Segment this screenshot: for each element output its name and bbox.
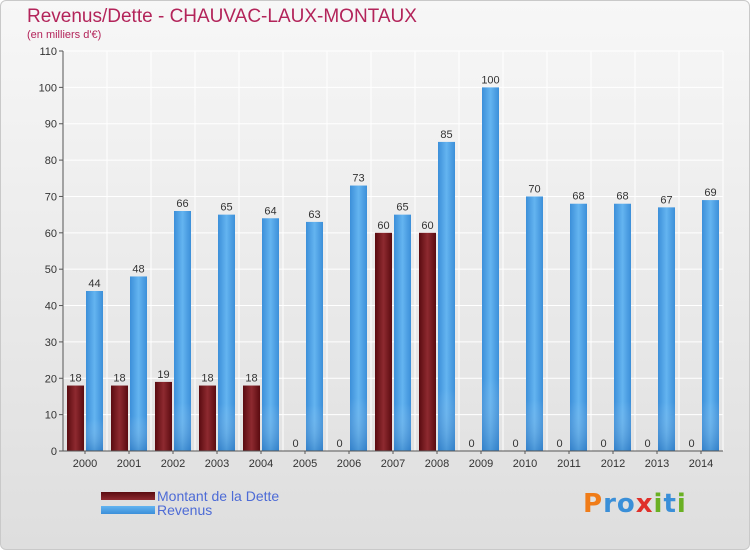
- y-tick-label: 70: [45, 191, 57, 203]
- data-label-dette: 0: [688, 438, 694, 450]
- bar-revenus-shade: [526, 196, 543, 451]
- data-label-dette: 0: [512, 438, 518, 450]
- data-label-revenus: 100: [481, 74, 499, 86]
- proxiti-logo: Proxiti: [583, 489, 687, 519]
- bar-dette: [419, 232, 436, 451]
- x-tick-label: 2004: [249, 458, 273, 470]
- logo-letter: P: [583, 489, 604, 519]
- data-label-dette: 18: [245, 373, 257, 385]
- y-tick-label: 10: [45, 410, 57, 422]
- bar-revenus-shade: [350, 185, 367, 451]
- x-tick-label: 2012: [601, 458, 625, 470]
- logo-letter: i: [676, 489, 687, 519]
- bar-dette: [243, 385, 260, 451]
- data-label-revenus: 68: [616, 191, 628, 203]
- logo-letter: i: [653, 489, 664, 519]
- data-label-dette: 0: [292, 438, 298, 450]
- chart-title: Revenus/Dette - CHAUVAC-LAUX-MONTAUX: [27, 6, 417, 27]
- bar-revenus-shade: [570, 203, 587, 451]
- bar-dette: [199, 385, 216, 451]
- y-tick-label: 40: [45, 301, 57, 313]
- data-label-revenus: 48: [132, 263, 144, 275]
- bar-revenus-shade: [438, 141, 455, 451]
- data-label-revenus: 66: [176, 198, 188, 210]
- data-label-dette: 0: [468, 438, 474, 450]
- data-label-dette: 0: [336, 438, 342, 450]
- chart-subtitle: (en milliers d'€): [27, 29, 102, 41]
- x-tick-label: 2007: [381, 458, 405, 470]
- legend-label-dette: Montant de la Dette: [157, 488, 280, 504]
- legend-label-revenus: Revenus: [157, 502, 213, 518]
- bar-revenus-shade: [614, 203, 631, 451]
- data-label-dette: 18: [201, 373, 213, 385]
- bar-revenus-shade: [130, 276, 147, 451]
- data-label-revenus: 69: [704, 187, 716, 199]
- bar-dette: [375, 232, 392, 451]
- data-label-dette: 18: [69, 373, 81, 385]
- x-tick-label: 2010: [513, 458, 537, 470]
- data-label-revenus: 67: [660, 194, 672, 206]
- bar-revenus-shade: [394, 214, 411, 451]
- bar-revenus-shade: [174, 211, 191, 451]
- bar-dette: [155, 381, 172, 451]
- y-tick-label: 100: [39, 82, 57, 94]
- data-label-dette: 60: [421, 220, 433, 232]
- y-tick-label: 50: [45, 264, 57, 276]
- x-tick-label: 2009: [469, 458, 493, 470]
- data-label-revenus: 65: [396, 202, 408, 214]
- data-label-dette: 0: [644, 438, 650, 450]
- y-tick-label: 20: [45, 373, 57, 385]
- x-tick-label: 2001: [117, 458, 141, 470]
- logo-letter: r: [603, 489, 617, 519]
- data-label-dette: 0: [556, 438, 562, 450]
- data-label-revenus: 68: [572, 191, 584, 203]
- bar-revenus-shade: [306, 221, 323, 451]
- y-tick-label: 30: [45, 337, 57, 349]
- data-label-dette: 19: [157, 369, 169, 381]
- y-tick-label: 80: [45, 155, 57, 167]
- data-label-revenus: 63: [308, 209, 320, 221]
- bar-dette: [67, 385, 84, 451]
- logo-letter: t: [663, 489, 677, 519]
- x-tick-label: 2005: [293, 458, 317, 470]
- data-label-dette: 0: [600, 438, 606, 450]
- x-tick-label: 2006: [337, 458, 361, 470]
- x-tick-label: 2002: [161, 458, 185, 470]
- bar-revenus-shade: [482, 87, 499, 451]
- y-tick-label: 0: [51, 446, 57, 458]
- logo-letter: x: [635, 489, 654, 519]
- bar-revenus-shade: [218, 214, 235, 451]
- bar-revenus-shade: [262, 218, 279, 451]
- bar-dette: [111, 385, 128, 451]
- data-label-dette: 60: [377, 220, 389, 232]
- data-label-dette: 18: [113, 373, 125, 385]
- bar-revenus-shade: [658, 207, 675, 451]
- y-tick-label: 110: [39, 46, 57, 58]
- legend-swatch-revenus: [101, 506, 155, 514]
- x-tick-label: 2000: [73, 458, 97, 470]
- x-tick-label: 2003: [205, 458, 229, 470]
- y-tick-label: 60: [45, 228, 57, 240]
- bar-revenus-shade: [86, 291, 103, 451]
- y-tick-label: 90: [45, 119, 57, 131]
- legend-swatch-dette: [101, 492, 155, 500]
- data-label-revenus: 44: [88, 278, 100, 290]
- x-tick-label: 2008: [425, 458, 449, 470]
- logo-letter: o: [616, 489, 636, 519]
- x-tick-label: 2014: [689, 458, 713, 470]
- data-label-revenus: 64: [264, 205, 276, 217]
- x-tick-label: 2011: [557, 458, 581, 470]
- x-tick-label: 2013: [645, 458, 669, 470]
- data-label-revenus: 85: [440, 129, 452, 141]
- data-label-revenus: 73: [352, 173, 364, 185]
- data-label-revenus: 65: [220, 202, 232, 214]
- data-label-revenus: 70: [528, 183, 540, 195]
- bar-revenus-shade: [702, 200, 719, 451]
